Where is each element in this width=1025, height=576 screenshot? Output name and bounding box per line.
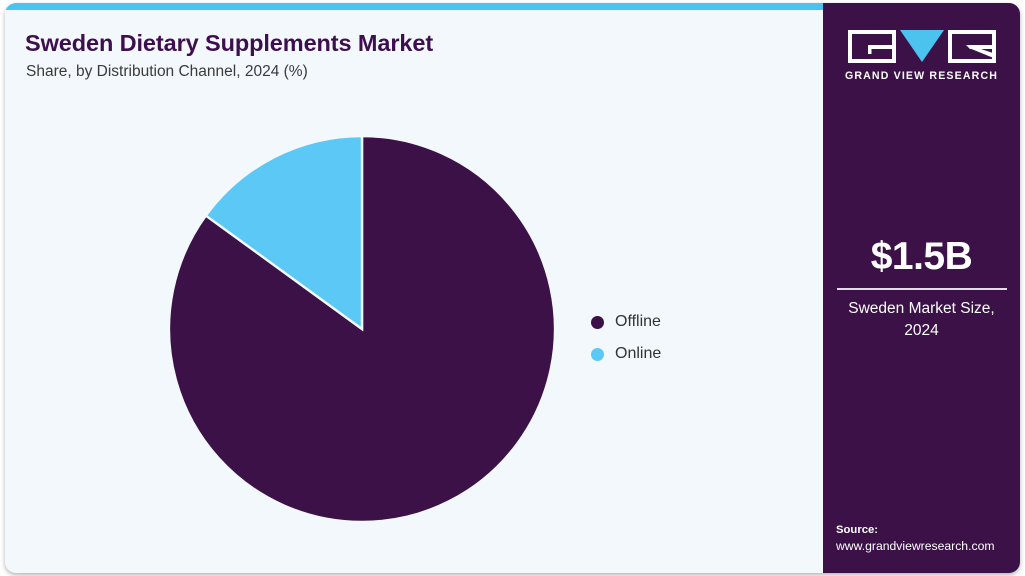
source-label: Source: — [836, 524, 879, 536]
logo-wordmark: GRAND VIEW RESEARCH — [844, 70, 999, 82]
market-size-caption: Sweden Market Size, 2024 — [848, 300, 995, 339]
market-size-value: $1.5B — [870, 235, 973, 278]
logo-v-icon — [899, 30, 944, 62]
page-title: Sweden Dietary Supplements Market — [25, 30, 434, 56]
source-url[interactable]: www.grandviewresearch.com — [836, 539, 995, 553]
chart-card: Sweden Dietary Supplements Market Share,… — [5, 3, 1020, 573]
legend-label-offline: Offline — [615, 313, 661, 330]
legend-item-offline[interactable]: Offline — [591, 306, 771, 338]
stat-divider — [836, 288, 1007, 290]
gvr-logo-mark-icon — [847, 30, 996, 63]
legend-label-online: Online — [615, 345, 662, 362]
chart-area: Sweden Dietary Supplements Market Share,… — [5, 10, 823, 573]
accent-top-bar — [5, 3, 1020, 10]
pie-chart — [167, 134, 557, 524]
source-block: Source: www.grandviewresearch.com — [836, 522, 1020, 555]
pie-chart-svg — [167, 134, 557, 524]
page-subtitle: Share, by Distribution Channel, 2024 (%) — [26, 63, 308, 80]
legend-item-online[interactable]: Online — [591, 338, 771, 370]
chart-legend: Offline Online — [591, 306, 771, 370]
legend-swatch-offline — [591, 315, 604, 329]
pie-slice-group — [167, 134, 557, 524]
brand-logo: GRAND VIEW RESEARCH — [823, 30, 1020, 82]
pie-slice-online[interactable] — [204, 134, 364, 332]
market-size-stat: $1.5B Sweden Market Size, 2024 — [823, 235, 1020, 342]
legend-swatch-online — [591, 347, 604, 361]
side-panel: GRAND VIEW RESEARCH $1.5B Sweden Market … — [823, 3, 1020, 573]
